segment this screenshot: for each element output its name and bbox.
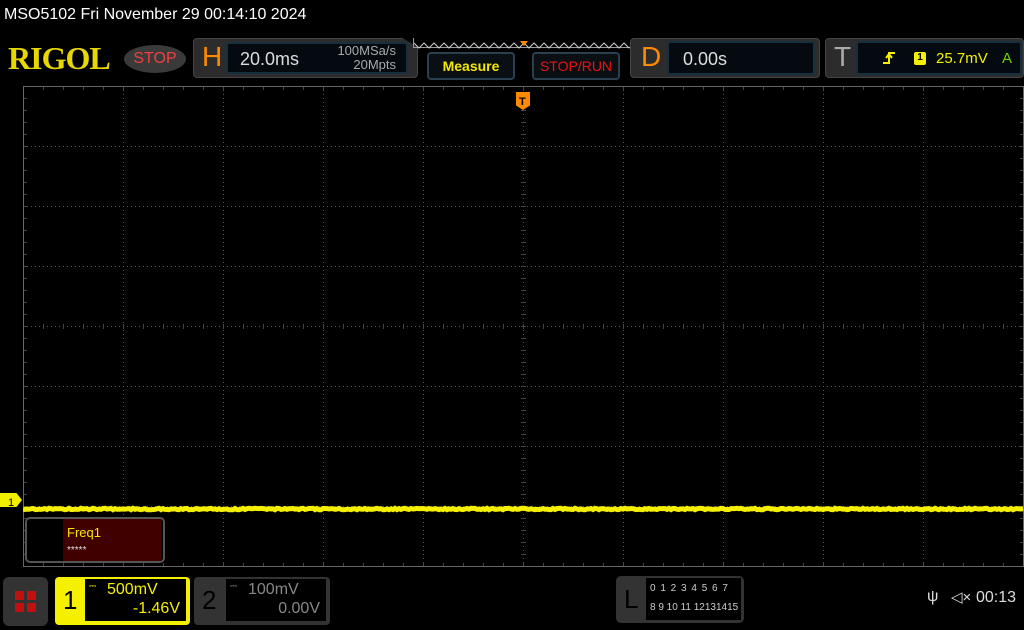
trigger-source: 1 [914, 52, 926, 65]
rigol-logo: RIGOL [8, 40, 110, 77]
channel-1-scale: 500mV [107, 581, 158, 599]
trigger-panel[interactable]: T 1 25.7mV A [825, 38, 1024, 78]
horizontal-label: H [202, 41, 222, 73]
logic-channels-0-7: 0 1 2 3 4 5 6 7 [650, 583, 729, 594]
measurement-box[interactable]: Freq1 ***** [25, 517, 165, 563]
channel-1-trace [23, 508, 1023, 509]
trigger-mode: A [1002, 50, 1012, 67]
horizontal-settings[interactable]: 20.0ms 100MSa/s 20Mpts [226, 42, 408, 74]
channel-2-offset: 0.00V [278, 600, 320, 618]
dc-coupling-icon: ⎓ [89, 581, 96, 592]
memory-depth: 20Mpts [353, 57, 396, 72]
dc-coupling-icon: ⎓ [230, 581, 237, 592]
channel-1-offset: -1.46V [133, 600, 180, 618]
grid-menu-icon [15, 591, 37, 613]
waveform-overview-strip [413, 38, 635, 48]
window-title: MSO5102 Fri November 29 00:14:10 2024 [4, 6, 306, 24]
run-state-badge[interactable]: STOP [124, 45, 186, 73]
trigger-label: T [834, 41, 851, 73]
waveform-grid[interactable] [23, 86, 1024, 567]
stop-run-button[interactable]: STOP/RUN [532, 52, 620, 80]
channel-2-panel[interactable]: 2 ⎓ 100mV 0.00V [194, 577, 330, 625]
delay-value: 0.00s [683, 49, 727, 70]
rising-edge-icon [882, 51, 896, 65]
logic-channels-8-15: 8 9 10 11 12131415 [650, 602, 738, 613]
logic-panel[interactable]: L 0 1 2 3 4 5 6 7 8 9 10 11 12131415 [616, 576, 744, 623]
delay-panel[interactable]: D 0.00s [630, 38, 820, 78]
sample-rate: 100MSa/s [337, 43, 396, 58]
measure-button[interactable]: Measure [427, 52, 515, 80]
timebase: 20.0ms [240, 49, 299, 70]
delay-label: D [641, 41, 661, 73]
speaker-muted-icon[interactable]: ◁× [951, 588, 971, 606]
menu-button[interactable] [3, 577, 48, 626]
channel-1-marker[interactable]: 1 [0, 493, 22, 507]
measurement-name: Freq1 [67, 525, 101, 540]
usb-icon: ψ [927, 588, 938, 606]
measurement-value: ***** [67, 545, 86, 556]
trigger-level: 25.7mV [936, 50, 988, 67]
clock-time: 00:13 [976, 589, 1016, 607]
channel-2-scale: 100mV [248, 581, 299, 599]
channel-1-panel[interactable]: 1 ⎓ 500mV -1.46V [55, 577, 190, 625]
